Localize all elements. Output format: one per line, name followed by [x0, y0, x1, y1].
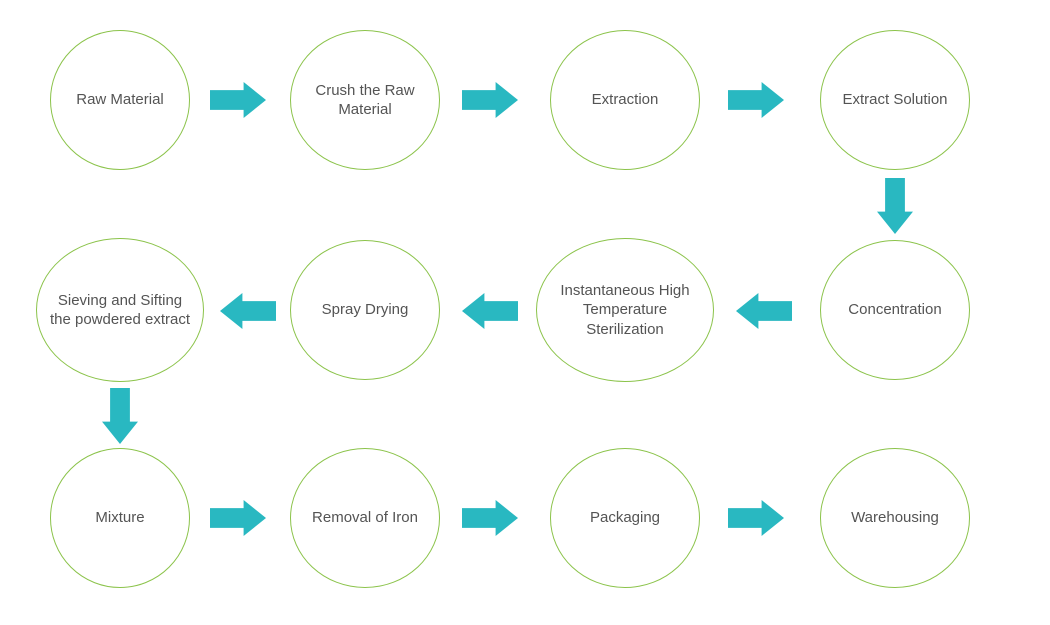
node-spray-drying: Spray Drying — [290, 240, 440, 380]
node-extract-solution: Extract Solution — [820, 30, 970, 170]
arrow-removal-iron-to-packaging — [462, 500, 518, 536]
node-mixture: Mixture — [50, 448, 190, 588]
node-label: Crush the Raw Material — [301, 81, 429, 120]
node-label: Sieving and Sifting the powdered extract — [47, 291, 193, 330]
process-flowchart: Raw Material Crush the Raw Material Extrac… — [0, 0, 1050, 625]
node-label: Extraction — [592, 90, 659, 110]
node-extraction: Extraction — [550, 30, 700, 170]
arrow-crush-to-extraction — [462, 82, 518, 118]
node-packaging: Packaging — [550, 448, 700, 588]
node-crush: Crush the Raw Material — [290, 30, 440, 170]
node-removal-iron: Removal of Iron — [290, 448, 440, 588]
arrow-raw-material-to-crush — [210, 82, 266, 118]
node-label: Removal of Iron — [312, 508, 418, 528]
node-warehousing: Warehousing — [820, 448, 970, 588]
node-label: Spray Drying — [322, 300, 409, 320]
arrow-sieving-to-mixture — [102, 388, 138, 444]
node-concentration: Concentration — [820, 240, 970, 380]
arrow-mixture-to-removal-iron — [210, 500, 266, 536]
node-label: Warehousing — [851, 508, 939, 528]
node-label: Mixture — [95, 508, 144, 528]
arrow-extraction-to-extract-solution — [728, 82, 784, 118]
node-label: Concentration — [848, 300, 941, 320]
arrow-concentration-to-sterilization — [736, 293, 792, 329]
node-label: Packaging — [590, 508, 660, 528]
node-label: Instantaneous High Temperature Steriliza… — [547, 281, 703, 340]
node-raw-material: Raw Material — [50, 30, 190, 170]
node-label: Raw Material — [76, 90, 164, 110]
node-label: Extract Solution — [842, 90, 947, 110]
node-sieving: Sieving and Sifting the powdered extract — [36, 238, 204, 382]
arrow-sterilization-to-spray-drying — [462, 293, 518, 329]
arrow-spray-drying-to-sieving — [220, 293, 276, 329]
arrow-packaging-to-warehousing — [728, 500, 784, 536]
arrow-extract-solution-to-concentration — [877, 178, 913, 234]
node-sterilization: Instantaneous High Temperature Steriliza… — [536, 238, 714, 382]
